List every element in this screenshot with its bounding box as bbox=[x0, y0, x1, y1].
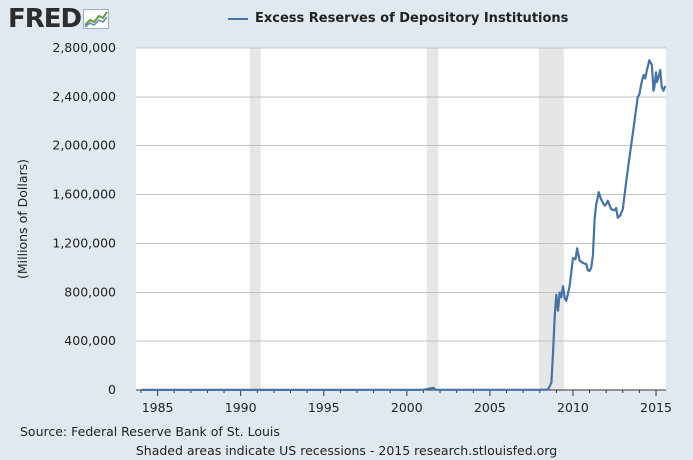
series-line-0 bbox=[141, 59, 667, 391]
plot-area bbox=[136, 48, 666, 390]
recession-band-2 bbox=[538, 48, 564, 390]
recession-shading bbox=[249, 48, 564, 390]
grid-lines bbox=[136, 47, 666, 342]
chart-legend: Excess Reserves of Depository Institutio… bbox=[228, 11, 568, 26]
y-tick-label-1: 400,000 bbox=[64, 333, 116, 348]
fred-logo: FRED bbox=[8, 4, 110, 34]
x-tick-label-1: 1990 bbox=[225, 400, 257, 415]
x-tick-label-6: 2015 bbox=[640, 400, 672, 415]
y-axis-label: (Millions of Dollars) bbox=[15, 159, 30, 279]
y-tick-label-0: 0 bbox=[108, 382, 116, 397]
chart-svg: 0 400,000 800,000 1,200,000 1,600,000 2,000,0… bbox=[15, 40, 672, 415]
recession-band-1 bbox=[426, 48, 439, 390]
y-tick-label-3: 1,200,000 bbox=[52, 235, 116, 250]
y-tick-label-4: 1,600,000 bbox=[52, 187, 116, 202]
x-tick-label-0: 1985 bbox=[142, 400, 174, 415]
source-text: Source: Federal Reserve Bank of St. Loui… bbox=[20, 424, 280, 439]
recession-note: Shaded areas indicate US recessions - 20… bbox=[135, 443, 558, 458]
x-tick-label-2: 1995 bbox=[308, 400, 340, 415]
x-axis-ticks: 1985 1990 1995 2000 2005 2010 2015 bbox=[136, 389, 672, 415]
y-tick-label-7: 2,800,000 bbox=[52, 40, 116, 55]
recession-band-0 bbox=[249, 48, 261, 390]
y-tick-label-2: 800,000 bbox=[64, 284, 116, 299]
y-tick-label-6: 2,400,000 bbox=[52, 89, 116, 104]
x-tick-label-3: 2000 bbox=[391, 400, 423, 415]
series-group bbox=[141, 59, 667, 391]
legend-swatch bbox=[228, 17, 248, 20]
trend-chart-icon bbox=[83, 9, 110, 29]
fred-logo-text: FRED bbox=[8, 4, 82, 34]
legend-label: Excess Reserves of Depository Institutio… bbox=[255, 11, 569, 26]
x-tick-label-4: 2005 bbox=[474, 400, 506, 415]
y-axis-ticks: 0 400,000 800,000 1,200,000 1,600,000 2,000,0… bbox=[52, 40, 116, 397]
x-tick-label-5: 2010 bbox=[557, 400, 589, 415]
y-tick-label-5: 2,000,000 bbox=[52, 138, 116, 153]
